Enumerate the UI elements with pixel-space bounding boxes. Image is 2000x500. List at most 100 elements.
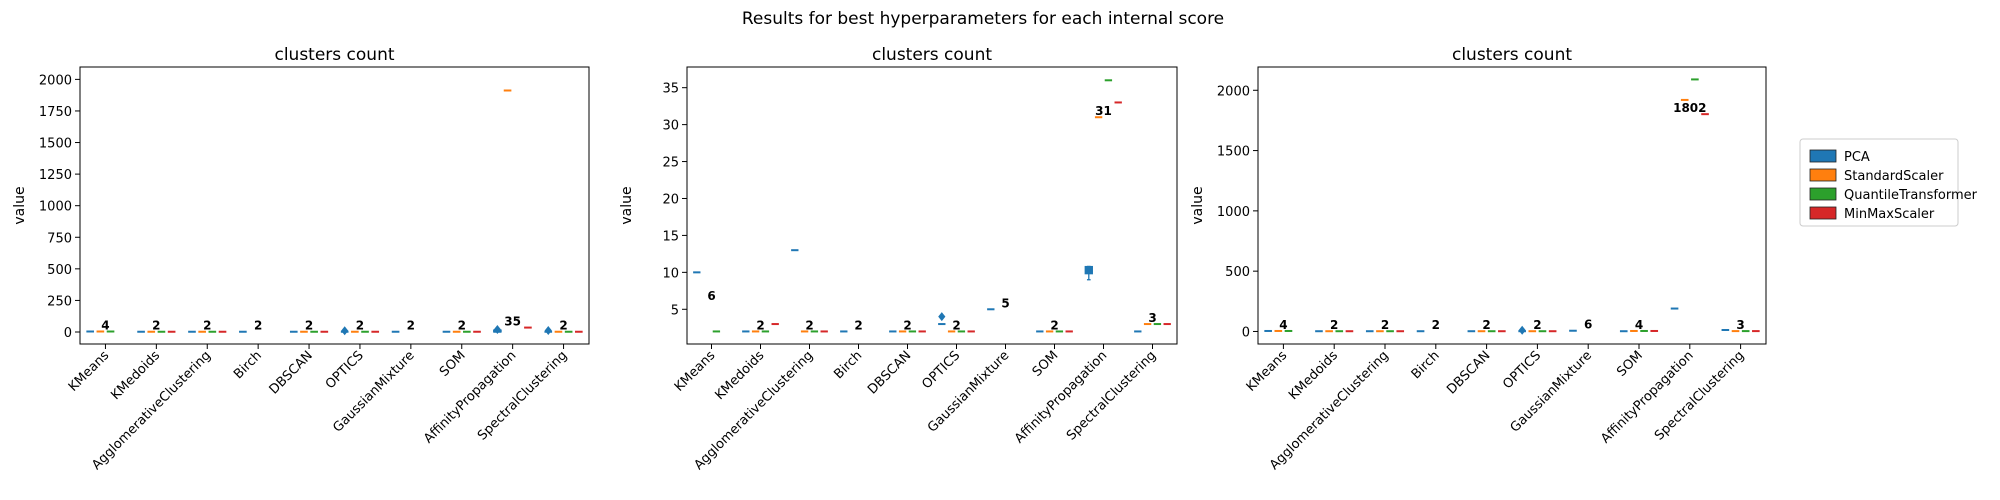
value-annotation: 2 xyxy=(254,319,262,333)
figure-suptitle: Results for best hyperparameters for eac… xyxy=(742,9,1224,29)
value-annotation: 5 xyxy=(1001,296,1009,310)
value-annotation: 2 xyxy=(458,319,466,333)
outlier-point xyxy=(341,326,349,336)
legend-swatch-standardscaler xyxy=(1809,168,1837,182)
y-tick-label: 2000 xyxy=(1217,84,1250,99)
subplot-title: clusters count xyxy=(872,45,992,65)
x-tick-label: KMedoids xyxy=(108,348,163,403)
box-pca xyxy=(1084,265,1093,281)
value-annotation: 1802 xyxy=(1673,101,1706,115)
x-tick-label: KMeans xyxy=(672,348,719,395)
y-tick-label: 15 xyxy=(662,229,679,244)
y-tick-label: 1000 xyxy=(39,200,72,215)
value-annotation: 4 xyxy=(1279,318,1287,332)
subplot-2: clusters countvalue5101520253035KMeansKM… xyxy=(619,45,1178,473)
y-tick-label: 250 xyxy=(47,294,72,309)
value-annotation: 31 xyxy=(1095,104,1112,118)
y-tick-label: 35 xyxy=(662,82,679,97)
value-annotation: 2 xyxy=(305,319,313,333)
value-annotation: 2 xyxy=(1381,318,1389,332)
x-tick-label: SpectralClustering xyxy=(475,348,570,443)
value-annotation: 2 xyxy=(152,319,160,333)
value-annotation: 2 xyxy=(805,318,813,332)
value-annotation: 2 xyxy=(407,319,415,333)
value-annotation: 2 xyxy=(1330,318,1338,332)
legend-label: MinMaxScaler xyxy=(1844,207,1935,222)
y-tick-label: 2000 xyxy=(39,73,72,88)
y-tick-label: 500 xyxy=(47,263,72,278)
x-tick-label: SpectralClustering xyxy=(1652,348,1747,443)
x-tick-label: OPTICS xyxy=(323,348,367,392)
plot-area xyxy=(686,66,1178,345)
outlier-point xyxy=(544,325,552,335)
x-tick-label: DBSCAN xyxy=(1444,348,1493,397)
value-annotation: 3 xyxy=(1148,311,1156,325)
x-tick-label: SOM xyxy=(1030,348,1062,380)
x-tick-label: Birch xyxy=(831,348,865,382)
value-annotation: 2 xyxy=(854,318,862,332)
plot-area xyxy=(79,66,590,345)
value-annotation: 2 xyxy=(356,319,364,333)
y-axis-label: value xyxy=(12,186,28,224)
legend: PCA StandardScaler QuantileTransformer MinM… xyxy=(1799,138,1978,227)
x-tick-label: OPTICS xyxy=(919,348,963,392)
value-annotation: 6 xyxy=(1584,318,1592,332)
value-annotation: 2 xyxy=(559,319,567,333)
y-tick-label: 750 xyxy=(47,231,72,246)
y-tick-label: 25 xyxy=(662,156,679,171)
value-annotation: 2 xyxy=(1533,318,1541,332)
outlier-point xyxy=(493,324,501,334)
value-annotation: 2 xyxy=(1432,318,1440,332)
value-annotation: 4 xyxy=(1635,318,1643,332)
y-tick-label: 5 xyxy=(671,303,679,318)
x-tick-label: KMeans xyxy=(1244,348,1291,395)
x-tick-label: OPTICS xyxy=(1500,348,1544,392)
x-tick-label: DBSCAN xyxy=(865,348,914,397)
y-tick-label: 500 xyxy=(1225,265,1250,280)
x-tick-label: AffinityPropagation xyxy=(1598,348,1696,446)
y-tick-label: 20 xyxy=(662,192,679,207)
x-tick-label: SpectralClustering xyxy=(1064,348,1159,443)
value-annotation: 2 xyxy=(203,319,211,333)
y-tick-label: 1500 xyxy=(1217,145,1250,160)
value-annotation: 2 xyxy=(903,318,911,332)
legend-label: QuantileTransformer xyxy=(1844,188,1978,203)
y-tick-label: 1250 xyxy=(39,168,72,183)
y-tick-label: 30 xyxy=(662,119,679,134)
x-tick-label: SOM xyxy=(437,348,469,380)
legend-swatch-quantiletransformer xyxy=(1809,187,1837,201)
subplot-title: clusters count xyxy=(1452,45,1572,65)
y-tick-label: 10 xyxy=(662,266,679,281)
subplots: clusters countvalue025050075010001250150… xyxy=(12,45,1767,473)
y-tick-label: 1500 xyxy=(39,137,72,152)
subplot-title: clusters count xyxy=(274,45,394,65)
value-annotation: 3 xyxy=(1736,318,1744,332)
x-tick-label: AffinityPropagation xyxy=(421,348,519,446)
outlier-point xyxy=(1518,325,1526,335)
legend-label: PCA xyxy=(1844,150,1870,165)
plot-area xyxy=(1257,66,1767,345)
y-tick-label: 1750 xyxy=(39,105,72,120)
x-tick-label: KMeans xyxy=(66,348,113,395)
value-annotation: 2 xyxy=(952,318,960,332)
outlier-point xyxy=(938,312,946,322)
legend-label: StandardScaler xyxy=(1844,169,1944,184)
legend-frame xyxy=(1799,138,1959,227)
y-tick-label: 0 xyxy=(64,326,72,341)
value-annotation: 4 xyxy=(101,318,109,332)
subplot-1: clusters count value 0 250 500 750 1000 1250 150… xyxy=(12,45,590,473)
value-annotation: 2 xyxy=(756,318,764,332)
value-annotation: 2 xyxy=(1482,318,1490,332)
y-axis-label: value xyxy=(1190,186,1206,224)
legend-swatch-minmaxscaler xyxy=(1809,206,1837,220)
legend-swatch-pca xyxy=(1809,149,1837,163)
value-annotation: 6 xyxy=(707,289,715,303)
y-axis-label: value xyxy=(619,186,635,224)
x-tick-label: GaussianMixture xyxy=(925,348,1012,435)
y-tick-label: 0 xyxy=(1242,325,1250,340)
value-annotation: 2 xyxy=(1050,318,1058,332)
subplot-3: clusters count value 0 500 1000 1500 2000 KMean… xyxy=(1190,45,1767,473)
x-tick-label: SOM xyxy=(1614,348,1646,380)
value-annotation: 35 xyxy=(504,315,521,329)
